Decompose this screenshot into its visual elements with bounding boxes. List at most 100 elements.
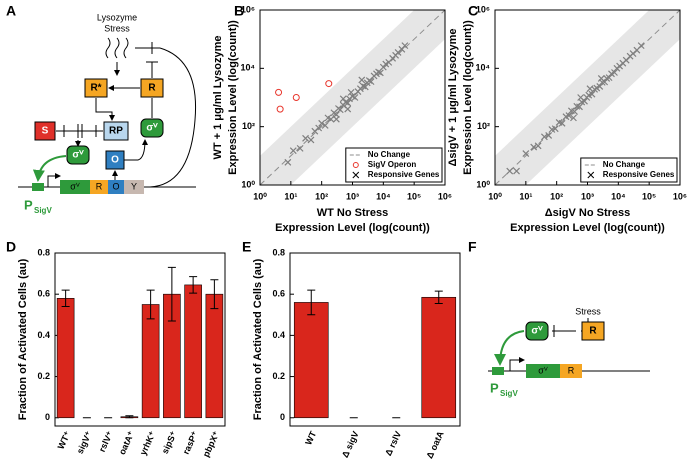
legend-swatch bbox=[352, 162, 359, 168]
y-axis-label: Expression Level (log(count)) bbox=[227, 20, 239, 175]
sigma-free-box bbox=[66, 145, 90, 165]
promoter-label: P bbox=[24, 197, 33, 212]
point bbox=[307, 136, 315, 144]
bar bbox=[421, 296, 457, 419]
point bbox=[289, 147, 297, 155]
y-tick-label: 10⁰ bbox=[241, 179, 255, 189]
inhibit-line bbox=[56, 124, 103, 138]
sigma-label: σⱽ bbox=[531, 326, 543, 337]
point bbox=[325, 80, 333, 88]
point bbox=[401, 42, 409, 50]
gene-label: Y bbox=[131, 181, 137, 191]
y-tick-label: 0.6 bbox=[37, 289, 50, 299]
error-bar bbox=[189, 276, 198, 294]
point bbox=[367, 78, 375, 86]
point bbox=[361, 83, 369, 91]
legend-label: SigV Operon bbox=[368, 160, 417, 169]
plot-frame bbox=[289, 252, 461, 427]
point bbox=[275, 88, 283, 96]
activation-arrow bbox=[32, 155, 67, 182]
y-tick-label: 0.4 bbox=[37, 330, 50, 340]
gene-label: σⱽ bbox=[538, 365, 548, 375]
x-tick-label: rasP⁺ bbox=[181, 429, 200, 455]
point bbox=[540, 133, 548, 141]
plot-frame bbox=[494, 9, 681, 186]
panel-label: A bbox=[6, 3, 16, 19]
point bbox=[339, 95, 347, 103]
chart: 10⁰ 10² 10⁴ 10⁶ 10⁰ 10¹ 10² 10³ 10⁴ 10⁵ 10⁶ WT No S… bbox=[212, 4, 452, 234]
point bbox=[534, 142, 542, 150]
sigma-bound-label: σⱽ bbox=[146, 123, 158, 134]
r-box bbox=[581, 321, 605, 341]
x-tick-label: 10⁰ bbox=[488, 191, 502, 201]
panel-label: E bbox=[242, 239, 251, 255]
x-tick-label: 10² bbox=[315, 191, 328, 201]
plot-frame bbox=[259, 9, 446, 186]
stress-label: Stress bbox=[575, 306, 601, 316]
o-label: O bbox=[111, 155, 119, 166]
y-tick-label: 10² bbox=[477, 121, 490, 131]
x-tick-label: WT⁺ bbox=[56, 429, 73, 450]
x-tick-label: Δ rslV bbox=[383, 430, 403, 458]
bar bbox=[205, 293, 224, 419]
gene-y bbox=[124, 180, 144, 194]
x-tick-label: pbpX⁺ bbox=[201, 429, 222, 458]
x-tick-label: 10¹ bbox=[519, 191, 532, 201]
point bbox=[296, 144, 304, 152]
panel-label: C bbox=[468, 3, 478, 19]
promoter-sub: SigV bbox=[500, 389, 518, 398]
chart: 0 0.2 0.4 0.6 0.8 WT Δ sigV Δ rslV Δ oatA Fractio… bbox=[252, 247, 461, 460]
x-tick-label: 10⁶ bbox=[438, 191, 452, 201]
point bbox=[506, 167, 514, 175]
y-tick-label: 10⁴ bbox=[476, 63, 490, 73]
y-tick-label: 10⁴ bbox=[241, 63, 255, 73]
point bbox=[336, 106, 344, 114]
bar bbox=[184, 284, 202, 419]
rp-box bbox=[103, 121, 129, 141]
point bbox=[570, 114, 577, 122]
point bbox=[292, 94, 300, 101]
legend-label: Responsive Genes bbox=[603, 170, 675, 179]
bar bbox=[56, 298, 75, 419]
point bbox=[376, 69, 384, 77]
x-tick-label: Δ sigV bbox=[340, 430, 361, 460]
y-tick-label: 0.6 bbox=[272, 289, 285, 299]
y-tick-label: 10⁰ bbox=[476, 179, 490, 189]
stress-waves bbox=[105, 37, 129, 59]
point bbox=[513, 167, 520, 175]
point bbox=[565, 112, 573, 120]
r-active-label: R* bbox=[90, 83, 101, 94]
inhibit-line bbox=[135, 42, 160, 54]
x-tick-label: Δ oatA bbox=[424, 429, 446, 460]
y-axis-label: WT + 1 μg/ml Lysozyme bbox=[212, 36, 224, 160]
point bbox=[276, 105, 284, 113]
x-axis-label: ΔsigV No Stress bbox=[545, 207, 631, 219]
r-label: R bbox=[148, 83, 156, 94]
y-tick-label: 0.2 bbox=[272, 371, 285, 381]
x-tick-label: oatA⁺ bbox=[117, 429, 137, 456]
y-tick-label: 0.2 bbox=[37, 371, 50, 381]
legend-label: No Change bbox=[368, 150, 411, 159]
point bbox=[284, 158, 292, 166]
point bbox=[347, 88, 355, 96]
promoter-sub: SigV bbox=[34, 206, 52, 215]
legend-label: Responsive Genes bbox=[368, 170, 440, 179]
diagram-a: Lysozyme Stress R* R S RP σⱽ σⱽ O σⱽ bbox=[18, 12, 197, 215]
arrow bbox=[124, 139, 148, 161]
x-tick-label: 10⁵ bbox=[407, 191, 421, 201]
x-tick-label: 10⁴ bbox=[611, 191, 625, 201]
y-axis-label: Fraction of Activated Cells (au) bbox=[17, 258, 29, 420]
legend-box bbox=[580, 157, 678, 183]
x-tick-label: 10³ bbox=[346, 191, 359, 201]
arrow bbox=[95, 98, 115, 121]
x-tick-label: WT bbox=[303, 429, 318, 446]
stress-label: Stress bbox=[104, 23, 130, 33]
error-bar bbox=[61, 289, 70, 308]
line bbox=[495, 10, 680, 185]
y-tick-label: 0 bbox=[280, 412, 285, 422]
promoter-box bbox=[32, 183, 44, 191]
point bbox=[321, 122, 329, 129]
s-box bbox=[34, 121, 56, 141]
x-tick-label: sipS⁺ bbox=[160, 429, 179, 455]
chart: 0 0.2 0.4 0.6 0.8 WT⁺ sigV⁺ rslV⁺ oatA⁺ yrhK⁺ sipS… bbox=[17, 247, 226, 459]
